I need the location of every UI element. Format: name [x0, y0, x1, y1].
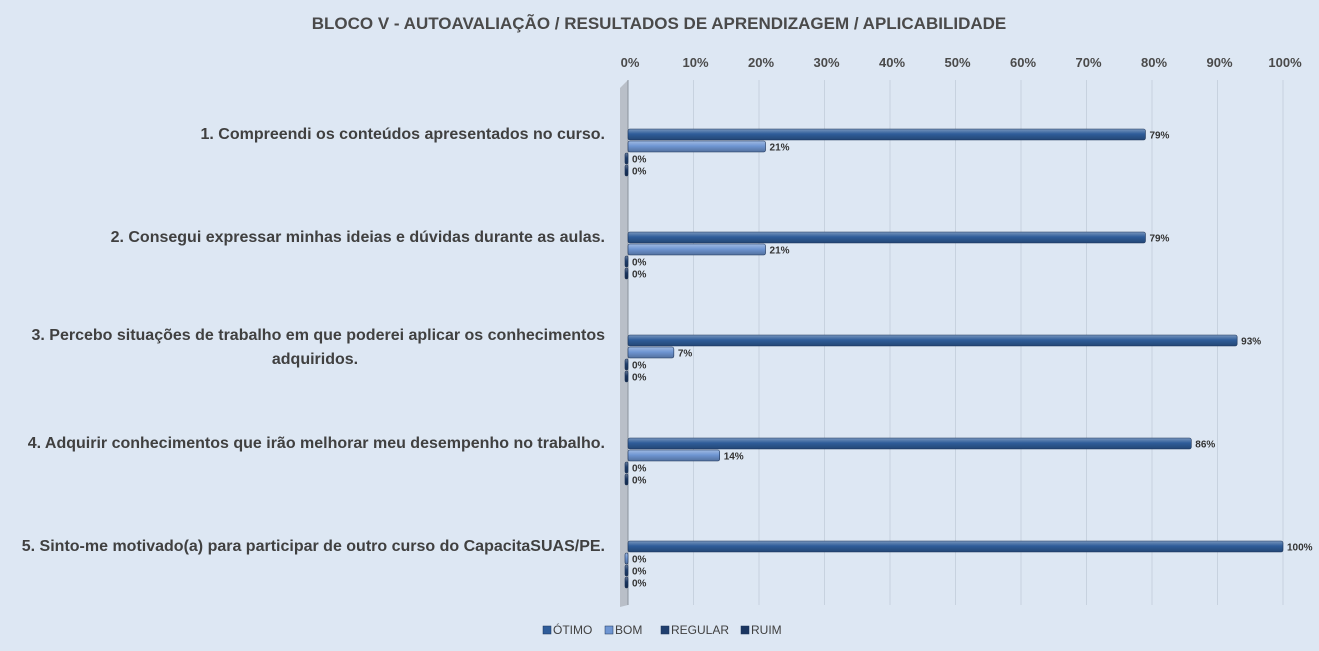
bar-ótimo — [627, 128, 1146, 141]
data-label: 0% — [632, 476, 647, 487]
legend-swatch — [660, 625, 670, 635]
bar-regular — [624, 255, 629, 268]
data-label: 0% — [632, 373, 647, 384]
data-label: 21% — [770, 246, 790, 257]
legend-label: REGULAR — [671, 623, 729, 637]
data-label: 14% — [724, 452, 744, 463]
data-label: 0% — [632, 167, 647, 178]
data-label: 0% — [632, 567, 647, 578]
data-label: 79% — [1149, 234, 1169, 245]
category-label-line2: adquiridos. — [272, 351, 358, 368]
bar-ruim — [624, 370, 629, 383]
data-label: 21% — [770, 143, 790, 154]
data-label: 0% — [632, 270, 647, 281]
legend-swatch — [542, 625, 552, 635]
data-label: 0% — [632, 258, 647, 269]
x-tick-label: 0% — [621, 55, 640, 70]
legend-swatch — [604, 625, 614, 635]
data-label: 7% — [678, 349, 693, 360]
category-label: 5. Sinto-me motivado(a) para participar … — [22, 538, 605, 555]
data-label: 0% — [632, 579, 647, 590]
bar-bom — [624, 552, 629, 565]
x-tick-label: 70% — [1075, 55, 1101, 70]
x-tick-label: 40% — [879, 55, 905, 70]
bar-bom — [627, 346, 675, 359]
bar-bom — [627, 243, 766, 256]
x-tick-label: 30% — [813, 55, 839, 70]
bar-regular — [624, 152, 629, 165]
legend-label: ÓTIMO — [553, 622, 592, 637]
bar-regular — [624, 358, 629, 371]
data-label: 0% — [632, 555, 647, 566]
x-tick-label: 100% — [1268, 55, 1302, 70]
data-label: 100% — [1287, 543, 1313, 554]
category-label: 2. Consegui expressar minhas ideias e dú… — [111, 229, 605, 246]
x-tick-label: 90% — [1206, 55, 1232, 70]
data-label: 0% — [632, 361, 647, 372]
x-tick-label: 20% — [748, 55, 774, 70]
legend-label: RUIM — [751, 623, 782, 637]
legend-label: BOM — [615, 623, 642, 637]
bar-ruim — [624, 473, 629, 486]
x-tick-label: 80% — [1141, 55, 1167, 70]
x-tick-label: 60% — [1010, 55, 1036, 70]
category-label: 3. Percebo situações de trabalho em que … — [31, 327, 605, 344]
bar-ótimo — [627, 540, 1284, 553]
data-label: 0% — [632, 464, 647, 475]
data-label: 79% — [1149, 131, 1169, 142]
bar-regular — [624, 564, 629, 577]
bar-ótimo — [627, 231, 1146, 244]
category-label: 1. Compreendi os conteúdos apresentados … — [200, 126, 605, 143]
bar-regular — [624, 461, 629, 474]
chart-title: BLOCO V - AUTOAVALIAÇÃO / RESULTADOS DE … — [312, 13, 1007, 33]
bar-ótimo — [627, 437, 1192, 450]
bar-ótimo — [627, 334, 1238, 347]
bar-bom — [627, 140, 766, 153]
category-label: 4. Adquirir conhecimentos que irão melho… — [28, 435, 605, 452]
data-label: 86% — [1195, 440, 1215, 451]
x-tick-label: 10% — [682, 55, 708, 70]
x-tick-label: 50% — [944, 55, 970, 70]
bar-bom — [627, 449, 720, 462]
bar-ruim — [624, 267, 629, 280]
bar-ruim — [624, 576, 629, 589]
legend-swatch — [740, 625, 750, 635]
bar-ruim — [624, 164, 629, 177]
data-label: 0% — [632, 155, 647, 166]
data-label: 93% — [1241, 337, 1261, 348]
